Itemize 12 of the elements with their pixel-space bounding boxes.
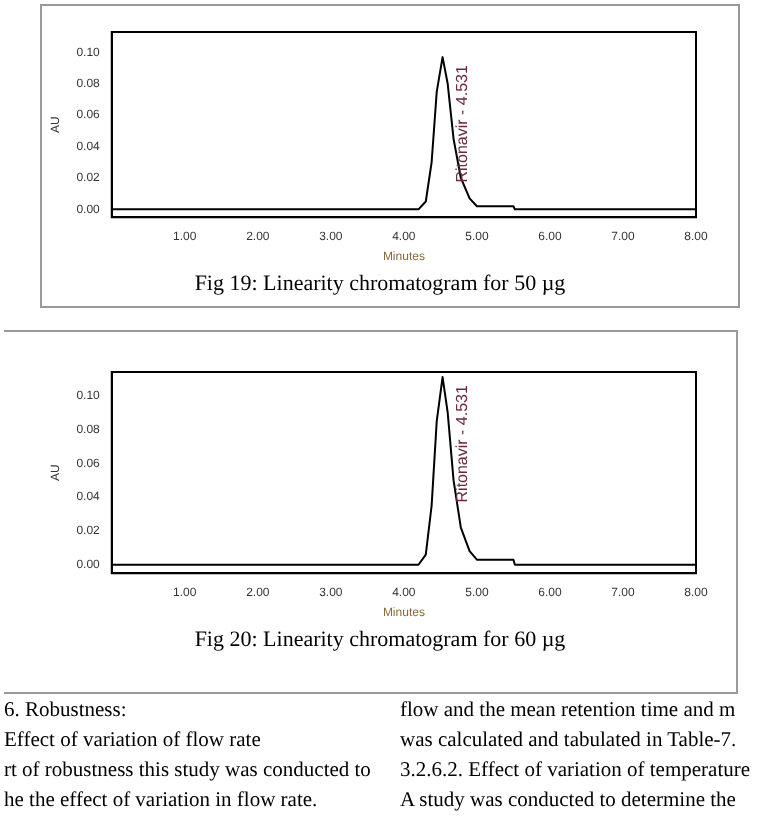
text: was calculated and tabulated in Table-7. (400, 728, 739, 756)
text: flow and the mean retention time and m (400, 698, 738, 726)
text: rt of robustness this study was conducted to (4, 758, 373, 786)
text: Fig 20: Linearity chromatogram for 60 µg (192, 628, 568, 652)
annotation: Ritonavir - 4.531 (453, 383, 472, 503)
text: 6. Robustness: (4, 698, 129, 726)
annotation: Ritonavir - 4.531 (453, 64, 472, 183)
text: he the effect of variation in flow rate. (4, 788, 320, 816)
text: 3.2.6.2. Effect of variation of temperature (400, 758, 753, 786)
text: Effect of variation of flow rate (4, 728, 263, 756)
text: Fig 19: Linearity chromatogram for 50 µg (192, 272, 568, 296)
text: A study was conducted to determine the (400, 788, 738, 816)
